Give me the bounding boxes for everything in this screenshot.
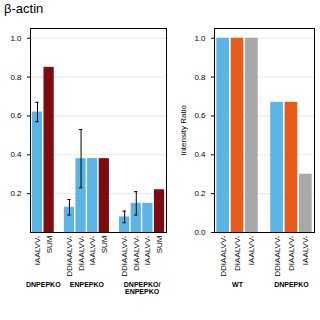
svg-text:0.0: 0.0: [194, 228, 206, 237]
svg-text:0.8: 0.8: [194, 73, 206, 82]
svg-text:DDIAALVV-: DDIAALVV-: [219, 235, 228, 277]
svg-text:DDIAALVV-: DDIAALVV-: [120, 235, 129, 277]
svg-text:IAALVV-: IAALVV-: [33, 235, 42, 265]
svg-text:0.6: 0.6: [194, 111, 206, 120]
svg-text:IAALVV-: IAALVV-: [143, 235, 152, 265]
svg-text:SUM: SUM: [155, 235, 164, 253]
svg-text:IAALVV-: IAALVV-: [247, 235, 256, 265]
svg-text:DIAALVV-: DIAALVV-: [287, 235, 296, 271]
svg-text:Intensity Ratio: Intensity Ratio: [179, 105, 188, 156]
svg-text:ENPEPKO: ENPEPKO: [70, 281, 105, 288]
svg-text:DDIAALVV-: DDIAALVV-: [273, 235, 282, 277]
svg-text:0.8: 0.8: [10, 73, 22, 82]
svg-text:1.0: 1.0: [194, 34, 206, 43]
svg-text:DNPEPKO/ENPEPKO: DNPEPKO/ENPEPKO: [124, 281, 161, 295]
html-text:β-actin: β-actin: [4, 1, 44, 16]
svg-text:DIAALVV-: DIAALVV-: [233, 235, 242, 271]
svg-text:0.2: 0.2: [194, 189, 206, 198]
svg-text:0.4: 0.4: [194, 150, 206, 159]
svg-text:DNPEPKO: DNPEPKO: [274, 281, 309, 288]
svg-text:IAALVV-: IAALVV-: [88, 235, 97, 265]
svg-text:1.0: 1.0: [10, 34, 22, 43]
svg-text:0.4: 0.4: [10, 150, 22, 159]
svg-text:DIAALVV-: DIAALVV-: [77, 235, 86, 271]
svg-text:0.2: 0.2: [10, 189, 22, 198]
svg-text:DDIAALVV-: DDIAALVV-: [65, 235, 74, 277]
svg-text:DIAALVV-: DIAALVV-: [132, 235, 141, 271]
svg-text:DNPEPKO: DNPEPKO: [26, 281, 61, 288]
svg-text:WT: WT: [232, 281, 244, 288]
svg-text:SUM: SUM: [45, 235, 54, 253]
svg-text:SUM: SUM: [100, 235, 109, 253]
svg-text:IAALVV-: IAALVV-: [301, 235, 310, 265]
svg-text:0.6: 0.6: [10, 111, 22, 120]
